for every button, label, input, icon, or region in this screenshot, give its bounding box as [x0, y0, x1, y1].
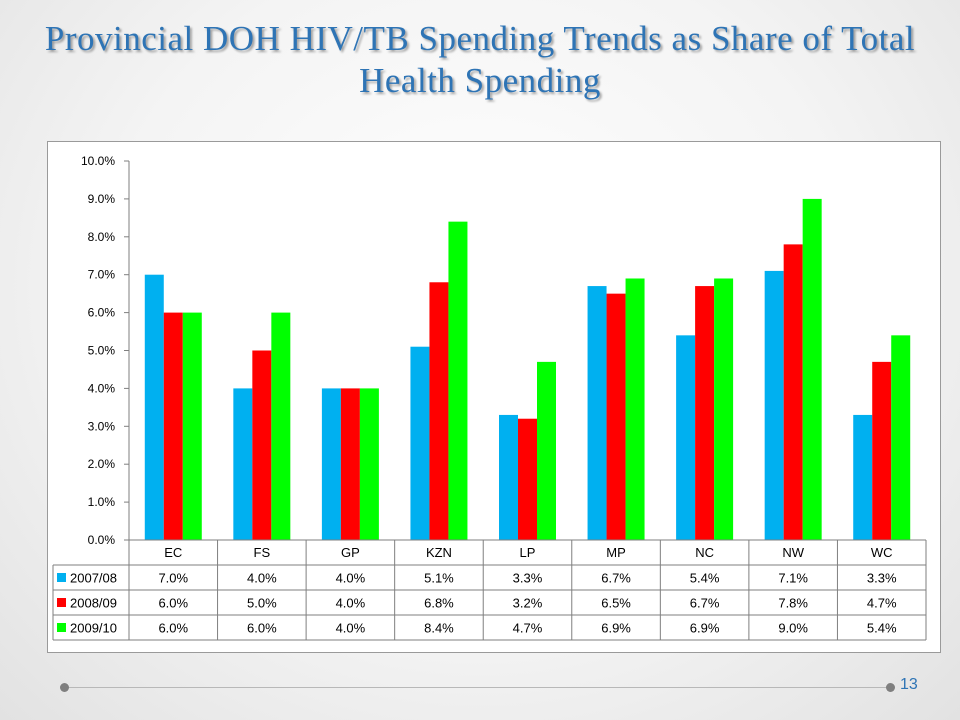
y-tick-label: 0.0% — [88, 533, 116, 547]
footer-dot-left — [60, 683, 69, 692]
data-label: 4.7% — [513, 621, 543, 636]
bar-nw-2007-08 — [764, 270, 784, 540]
data-label: 3.3% — [867, 571, 897, 586]
bar-gp-2008-09 — [340, 388, 360, 540]
legend-label: 2009/10 — [70, 621, 117, 636]
bar-nw-2008-09 — [783, 244, 803, 540]
footer-divider — [66, 687, 892, 688]
bar-lp-2009-10 — [537, 361, 556, 540]
bar-ec-2007-08 — [144, 274, 164, 540]
bar-mp-2007-08 — [587, 286, 607, 540]
y-tick-label: 4.0% — [88, 381, 116, 395]
data-label: 4.0% — [336, 571, 366, 586]
x-tick-label: NW — [782, 545, 804, 560]
y-tick-label: 8.0% — [88, 230, 116, 244]
y-tick-label: 6.0% — [88, 306, 116, 320]
bar-nc-2008-09 — [695, 286, 715, 540]
data-label: 5.4% — [867, 621, 897, 636]
bar-nc-2007-08 — [676, 335, 696, 540]
footer-dot-right — [886, 683, 895, 692]
data-label: 5.1% — [424, 571, 454, 586]
legend-swatch — [57, 573, 66, 582]
data-label: 7.0% — [158, 571, 188, 586]
data-label: 6.0% — [247, 621, 277, 636]
data-label: 9.0% — [778, 621, 808, 636]
x-tick-label: GP — [341, 545, 360, 560]
x-tick-label: NC — [695, 545, 714, 560]
y-tick-label: 2.0% — [88, 457, 116, 471]
data-label: 6.9% — [690, 621, 720, 636]
bar-fs-2007-08 — [233, 388, 253, 540]
bar-wc-2007-08 — [853, 414, 873, 540]
bar-mp-2009-10 — [625, 278, 645, 540]
y-tick-label: 7.0% — [88, 268, 116, 282]
bar-fs-2009-10 — [271, 312, 291, 540]
data-label: 6.7% — [601, 571, 631, 586]
legend-label: 2008/09 — [70, 596, 117, 611]
bar-gp-2007-08 — [321, 388, 341, 540]
legend-label: 2007/08 — [70, 571, 117, 586]
bar-chart: 0.0% 1.0% 2.0% 3.0% 4.0% 5.0% 6.0% 7.0% 8.0% 9.0%… — [52, 154, 927, 641]
chart-frame: 0.0% 1.0% 2.0% 3.0% 4.0% 5.0% 6.0% 7.0% 8.0% 9.0%… — [47, 141, 941, 653]
bar-fs-2008-09 — [252, 350, 272, 540]
y-tick-label: 5.0% — [88, 344, 116, 358]
data-label: 6.0% — [158, 596, 188, 611]
bar-lp-2007-08 — [499, 414, 518, 540]
bar-wc-2008-09 — [872, 361, 892, 540]
data-label: 5.0% — [247, 596, 277, 611]
bar-nc-2009-10 — [714, 278, 734, 540]
data-label: 4.0% — [336, 621, 366, 636]
x-tick-label: KZN — [426, 545, 452, 560]
data-label: 7.1% — [778, 571, 808, 586]
bar-gp-2009-10 — [359, 388, 379, 540]
data-label: 4.7% — [867, 596, 897, 611]
bar-kzn-2009-10 — [448, 221, 468, 540]
x-tick-label: WC — [871, 545, 893, 560]
legend-swatch — [57, 623, 66, 632]
bar-kzn-2007-08 — [410, 346, 430, 540]
y-tick-label: 9.0% — [88, 192, 116, 206]
data-label: 3.2% — [513, 596, 543, 611]
data-label: 6.8% — [424, 596, 454, 611]
legend-swatch — [57, 598, 66, 607]
bar-mp-2008-09 — [606, 293, 626, 540]
data-label: 4.0% — [247, 571, 277, 586]
data-label: 6.7% — [690, 596, 720, 611]
bar-ec-2008-09 — [163, 312, 183, 540]
x-tick-label: EC — [164, 545, 182, 560]
bar-wc-2009-10 — [891, 335, 911, 540]
data-label: 5.4% — [690, 571, 720, 586]
bar-nw-2009-10 — [802, 198, 822, 540]
y-tick-label: 3.0% — [88, 419, 116, 433]
x-tick-label: MP — [606, 545, 626, 560]
bar-kzn-2008-09 — [429, 282, 449, 540]
data-label: 8.4% — [424, 621, 454, 636]
x-tick-label: LP — [520, 545, 536, 560]
data-label: 6.0% — [158, 621, 188, 636]
bar-lp-2008-09 — [518, 418, 537, 540]
page-number: 13 — [900, 676, 918, 693]
bar-ec-2009-10 — [182, 312, 202, 540]
data-label: 3.3% — [513, 571, 543, 586]
data-label: 4.0% — [336, 596, 366, 611]
data-label: 6.9% — [601, 621, 631, 636]
data-label: 6.5% — [601, 596, 631, 611]
x-tick-label: FS — [254, 545, 271, 560]
y-tick-label: 10.0% — [81, 154, 115, 168]
y-tick-label: 1.0% — [88, 495, 116, 509]
slide-title: Provincial DOH HIV/TB Spending Trends as… — [44, 19, 916, 100]
data-label: 7.8% — [778, 596, 808, 611]
